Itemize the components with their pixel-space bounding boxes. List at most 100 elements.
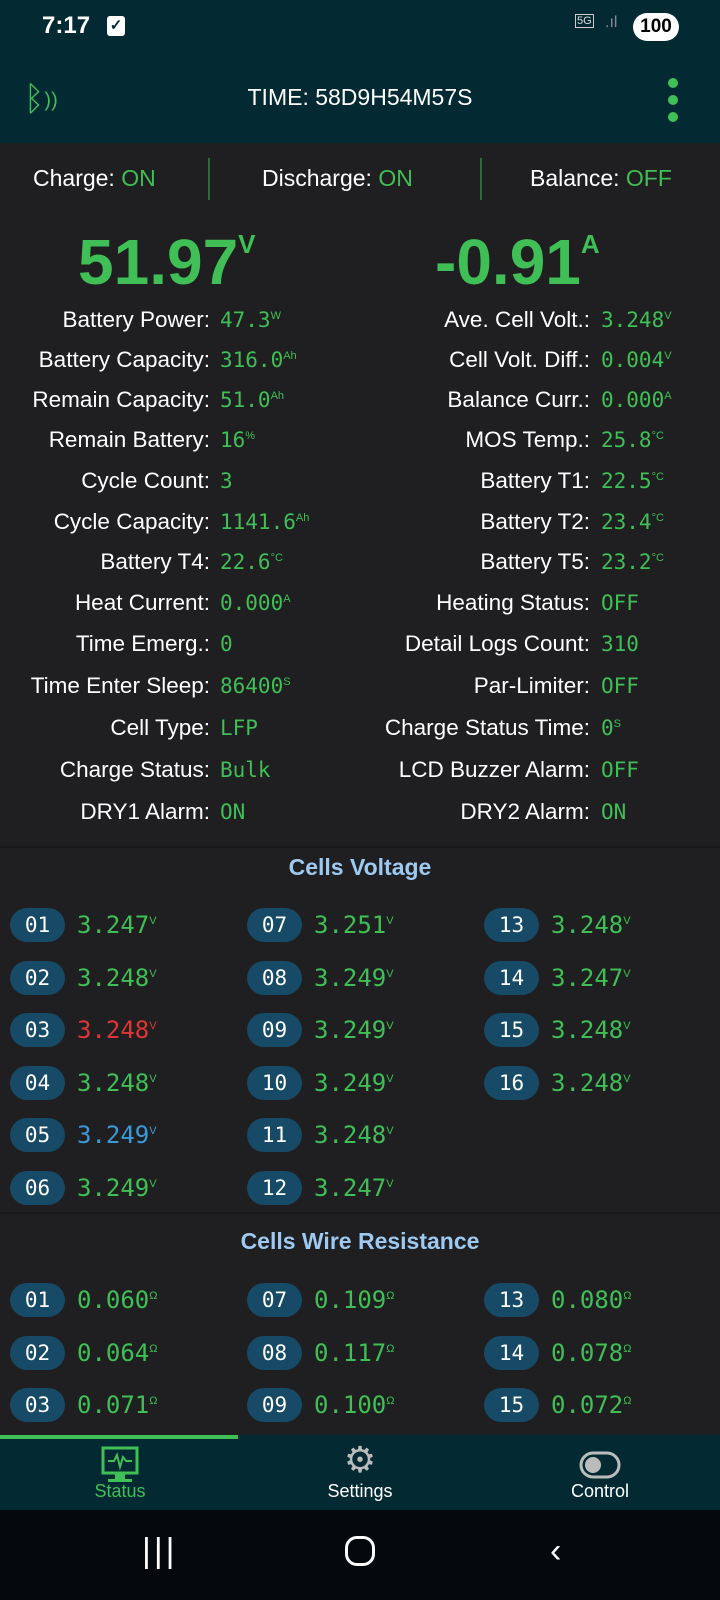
info-value: 0 <box>220 632 233 656</box>
cell-value: 3.249V <box>314 1068 394 1097</box>
left-info-row: Cycle Capacity: 1141.6Ah <box>0 507 720 537</box>
cells-voltage-title: Cells Voltage <box>288 854 432 880</box>
info-value: 23.4°C <box>601 510 664 534</box>
cell-number-badge: 07 <box>247 908 302 942</box>
charge-switch-status: Charge: ON <box>33 165 156 191</box>
cell-value: 3.248V <box>77 1016 157 1044</box>
tab-control[interactable]: Control <box>480 1435 720 1510</box>
cell-value: 0.080Ω <box>551 1286 632 1314</box>
back-icon[interactable]: ‹ <box>550 1532 562 1570</box>
cell-value: 3.247V <box>551 963 631 992</box>
tab-settings[interactable]: ⚙ Settings <box>240 1435 480 1510</box>
cell-number-badge: 13 <box>484 1283 539 1317</box>
cell-number-badge: 11 <box>247 1118 302 1152</box>
cell-value: 0.064Ω <box>77 1338 158 1367</box>
cell-value: 0.060Ω <box>77 1286 158 1314</box>
runtime-title: TIME: 58D9H54M57S <box>247 84 473 110</box>
left-info-row: Time Emerg.: 0 <box>0 629 720 659</box>
cell-number-badge: 07 <box>247 1283 302 1317</box>
info-value: 316.0Ah <box>220 348 297 372</box>
tab-status[interactable]: Status <box>0 1435 240 1510</box>
bluetooth-connected-icon[interactable]: ᛒ)) <box>24 80 58 118</box>
info-value: Bulk <box>220 758 271 782</box>
left-info-row: Battery Capacity: 316.0Ah <box>0 345 720 375</box>
left-info-row: Charge Status: Bulk <box>0 755 720 785</box>
right-info-row: Cell Volt. Diff.: 0.004V <box>0 345 720 375</box>
divider <box>208 158 210 200</box>
info-value: 22.5°C <box>601 469 664 493</box>
cell-value: 3.248V <box>551 911 631 939</box>
info-value: 16% <box>220 428 256 452</box>
cell-number-badge: 04 <box>10 1065 65 1100</box>
info-value: OFF <box>601 674 639 698</box>
left-info-row: DRY1 Alarm: ON <box>0 797 720 827</box>
cell-number-badge: 16 <box>484 1065 539 1100</box>
info-value: 0S <box>601 716 621 740</box>
right-info-row: Ave. Cell Volt.: 3.248V <box>0 305 720 335</box>
home-icon[interactable] <box>345 1536 375 1566</box>
info-value: OFF <box>601 758 639 782</box>
cell-number-badge: 15 <box>484 1013 539 1047</box>
cell-number-badge: 14 <box>484 960 539 995</box>
recents-icon[interactable]: ||| <box>142 1532 178 1570</box>
left-info-row: Battery Power: 47.3W <box>0 305 720 335</box>
cell-value: 3.249V <box>77 1121 157 1149</box>
battery-indicator: 100 <box>633 13 679 41</box>
info-value: LFP <box>220 716 258 740</box>
info-value: ON <box>220 800 246 824</box>
network-5g-icon: 5G <box>575 14 594 28</box>
info-value: 0.000A <box>601 388 672 412</box>
cell-number-badge: 02 <box>10 960 65 995</box>
divider <box>0 1212 720 1214</box>
status-time: 7:17 <box>42 12 91 39</box>
more-vert-icon[interactable] <box>668 78 678 129</box>
active-tab-indicator <box>0 1435 238 1439</box>
left-info-row: Time Enter Sleep: 86400S <box>0 671 720 701</box>
left-info-row: Cycle Count: 3 <box>0 466 720 496</box>
gear-icon: ⚙ <box>343 1439 377 1480</box>
cell-value: 3.251V <box>314 911 394 939</box>
cell-value: 0.109Ω <box>314 1286 395 1314</box>
divider <box>480 158 482 200</box>
system-nav-bar: ||| ‹ <box>0 1510 720 1600</box>
cell-value: 3.247V <box>314 1173 394 1202</box>
right-info-row: Charge Status Time: 0S <box>0 713 720 743</box>
app-header: 7:17 ✓ 5G .ıl 100 ᛒ)) TIME: 58D9H54M57S <box>0 0 720 143</box>
bottom-tab-bar: Status ⚙ Settings Control <box>0 1435 720 1510</box>
divider <box>0 846 720 848</box>
discharge-switch-status: Discharge: ON <box>262 165 413 191</box>
cell-number-badge: 01 <box>10 908 65 942</box>
right-info-row: Battery T5: 23.2°C <box>0 547 720 577</box>
info-value: 0.000A <box>220 591 291 615</box>
right-info-row: Battery T1: 22.5°C <box>0 466 720 496</box>
balance-switch-status: Balance: OFF <box>530 165 672 191</box>
cell-value: 3.248V <box>77 1068 157 1097</box>
cell-value: 3.247V <box>77 911 157 939</box>
cell-number-badge: 09 <box>247 1388 302 1422</box>
left-info-row: Cell Type: LFP <box>0 713 720 743</box>
right-info-row: Par-Limiter: OFF <box>0 671 720 701</box>
right-info-row: DRY2 Alarm: ON <box>0 797 720 827</box>
cell-number-badge: 05 <box>10 1118 65 1152</box>
cell-value: 3.249V <box>314 963 394 992</box>
left-info-row: Battery T4: 22.6°C <box>0 547 720 577</box>
cell-number-badge: 06 <box>10 1170 65 1205</box>
total-current: -0.91A <box>435 226 600 298</box>
left-info-row: Remain Battery: 16% <box>0 425 720 455</box>
cell-value: 3.248V <box>77 963 157 992</box>
cell-value: 3.249V <box>77 1173 157 1202</box>
info-value: ON <box>601 800 627 824</box>
right-info-row: Balance Curr.: 0.000A <box>0 385 720 415</box>
cell-value: 3.248V <box>551 1016 631 1044</box>
cell-number-badge: 15 <box>484 1388 539 1422</box>
cell-number-badge: 14 <box>484 1335 539 1370</box>
right-info-row: Battery T2: 23.4°C <box>0 507 720 537</box>
info-value: 0.004V <box>601 348 672 372</box>
info-value: 23.2°C <box>601 550 664 574</box>
right-info-row: MOS Temp.: 25.8°C <box>0 425 720 455</box>
cell-number-badge: 02 <box>10 1335 65 1370</box>
cell-number-badge: 01 <box>10 1283 65 1317</box>
toggle-icon <box>480 1445 720 1490</box>
info-value: 310 <box>601 632 639 656</box>
cells-resistance-title: Cells Wire Resistance <box>240 1228 480 1254</box>
